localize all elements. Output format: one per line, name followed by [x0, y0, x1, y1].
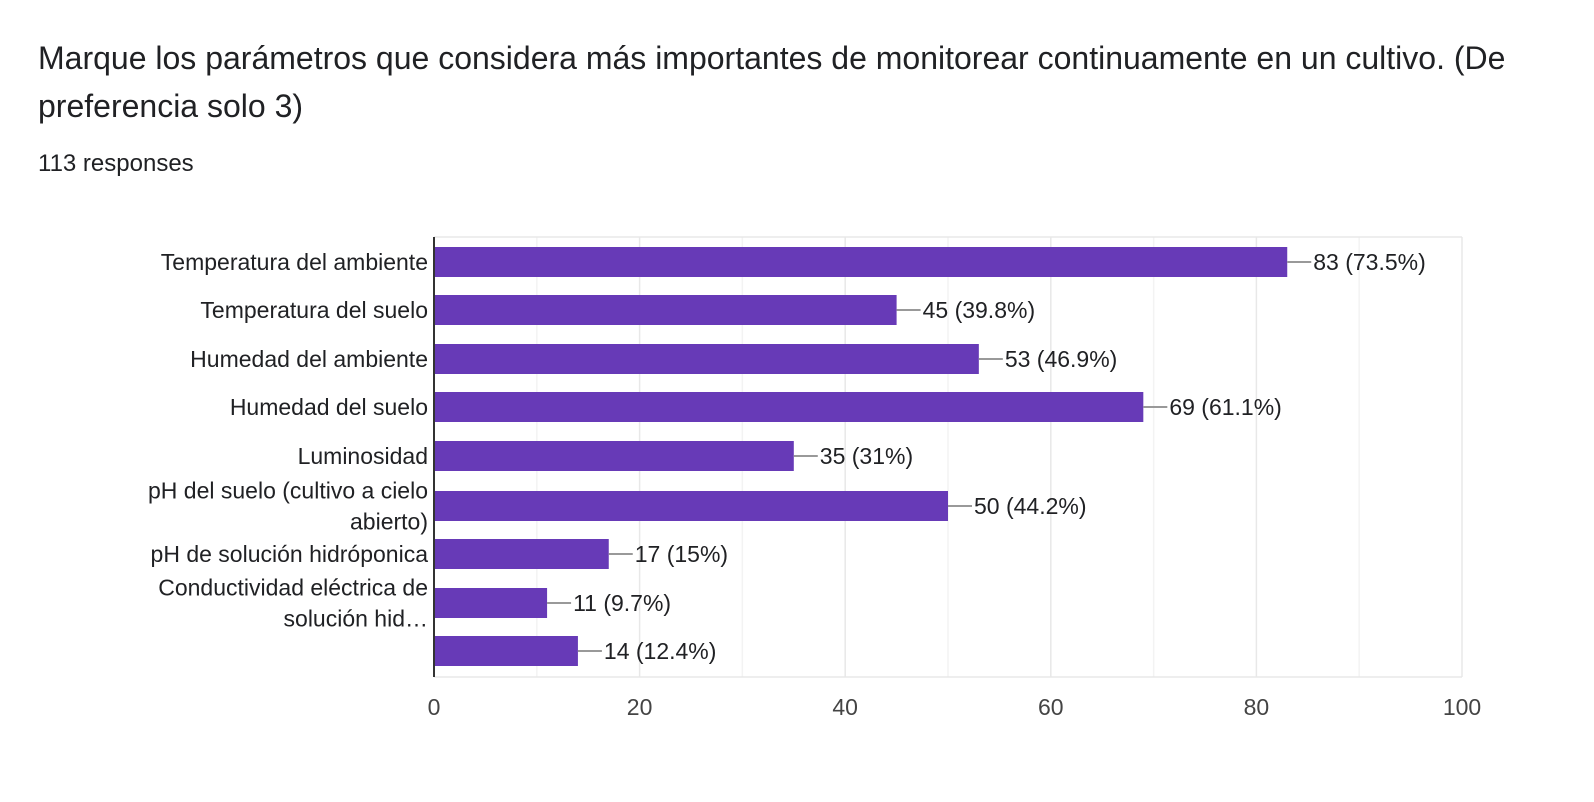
data-label: 45 (39.8%) — [923, 297, 1036, 323]
category-label: Temperatura del ambiente — [161, 249, 428, 275]
category-label: Conductividad eléctrica de — [158, 575, 428, 601]
bar — [434, 588, 548, 618]
x-tick-label: 60 — [1038, 694, 1064, 720]
x-tick-label: 0 — [428, 694, 441, 720]
x-tick-label: 40 — [832, 694, 858, 720]
bar — [434, 636, 578, 666]
data-label: 14 (12.4%) — [604, 638, 717, 664]
category-label: pH de solución hidróponica — [151, 541, 429, 567]
bar — [434, 344, 979, 374]
x-tick-label: 20 — [627, 694, 653, 720]
bar — [434, 247, 1288, 277]
bar — [434, 295, 897, 325]
data-label: 11 (9.7%) — [573, 590, 671, 616]
category-label: Luminosidad — [298, 443, 428, 469]
response-count: 113 responses — [38, 150, 194, 177]
data-label: 17 (15%) — [635, 541, 728, 567]
category-label: solución hid… — [284, 606, 428, 632]
data-label: 83 (73.5%) — [1313, 249, 1426, 275]
data-label: 50 (44.2%) — [974, 493, 1087, 519]
category-label: Humedad del ambiente — [190, 346, 428, 372]
x-tick-label: 100 — [1443, 694, 1481, 720]
category-label: Temperatura del suelo — [200, 297, 428, 323]
category-label: pH del suelo (cultivo a cielo — [148, 478, 428, 504]
x-tick-label: 80 — [1244, 694, 1270, 720]
question-title: Marque los parámetros que considera más … — [38, 40, 1506, 124]
category-label: abierto) — [350, 509, 428, 535]
data-label: 53 (46.9%) — [1005, 346, 1118, 372]
data-label: 35 (31%) — [820, 443, 913, 469]
bar — [434, 441, 794, 471]
data-label: 69 (61.1%) — [1169, 394, 1282, 420]
bar — [434, 491, 948, 521]
category-label: Humedad del suelo — [230, 394, 428, 420]
bar — [434, 539, 609, 569]
bar — [434, 392, 1144, 422]
